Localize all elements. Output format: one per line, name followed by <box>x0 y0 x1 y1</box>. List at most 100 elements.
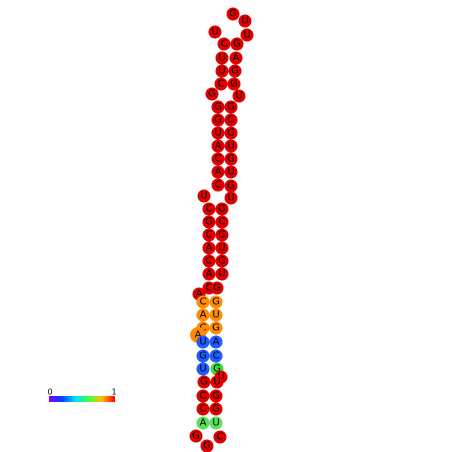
nucleotide-circle <box>209 349 223 363</box>
nucleotide-circle <box>197 375 211 389</box>
nucleotide-circle <box>211 113 225 127</box>
nucleotide-label: C <box>218 79 225 90</box>
nucleotide-circle <box>215 202 229 216</box>
nucleotide-label: G <box>213 283 221 294</box>
nucleotide-circle <box>213 430 227 444</box>
nucleotide-label: A <box>233 53 240 64</box>
nucleotide-label: G <box>212 404 220 415</box>
nucleotide-label: A <box>215 167 222 178</box>
nucleotide-label: A <box>196 289 203 300</box>
nucleotide-circle <box>215 215 229 229</box>
nucleotide-circle <box>211 178 225 192</box>
nucleotide-label: A <box>195 330 202 341</box>
colorbar-max: 1 <box>111 388 116 397</box>
nucleotide-label: U <box>200 191 207 202</box>
nucleotide-label: U <box>243 30 250 41</box>
nucleotide-label: A <box>200 310 207 321</box>
nucleotide-label: A <box>200 418 207 429</box>
nucleotide-circle <box>227 77 241 91</box>
nucleotide-circle <box>196 349 210 363</box>
nucleotide-circle <box>209 321 223 335</box>
nucleotide-circle <box>226 7 240 21</box>
nucleotide-circle <box>211 139 225 153</box>
nucleotide-label: C <box>206 283 213 294</box>
nucleotide-label: G <box>212 391 220 402</box>
nucleotide-label: G <box>227 102 235 113</box>
nucleotide-circle <box>197 189 211 203</box>
nucleotide-circle <box>208 25 222 39</box>
nucleotide-label: A <box>215 141 222 152</box>
nucleotide-label: C <box>228 115 235 126</box>
nucleotide-label: G <box>214 102 222 113</box>
nucleotide-label: G <box>192 431 200 442</box>
nucleotide-label: G <box>199 351 207 362</box>
nucleotide-label: U <box>241 16 248 27</box>
nucleotide-label: U <box>212 310 219 321</box>
nucleotide-circle <box>217 37 231 51</box>
nucleotide-label: A <box>206 269 213 280</box>
nucleotide-label: G <box>227 154 235 165</box>
nucleotide-label: G <box>212 323 220 334</box>
nucleotide-label: G <box>213 364 221 375</box>
nucleotide-label: G <box>218 204 226 215</box>
nucleotide-circle <box>215 51 229 65</box>
colorbar-min: 0 <box>47 388 52 397</box>
nucleotide-label: C <box>206 230 213 241</box>
nucleotide-circle <box>196 416 210 430</box>
nucleotide-circle <box>202 267 216 281</box>
nucleotide-circle <box>224 179 238 193</box>
nucleotide-label: A <box>206 243 213 254</box>
nucleotide-label: C <box>200 297 207 308</box>
nucleotide-circle <box>196 295 210 309</box>
nucleotide-circle <box>224 126 238 140</box>
nucleotide-label: A <box>213 337 220 348</box>
nucleotide-circle <box>202 254 216 268</box>
nucleotide-label: C <box>200 404 207 415</box>
nucleotide-circle <box>215 241 229 255</box>
colorbar <box>49 396 115 402</box>
nucleotide-circle <box>196 335 210 349</box>
nucleotide-circle <box>224 191 238 205</box>
nucleotide-circle <box>211 126 225 140</box>
nucleotide-circle <box>211 100 225 114</box>
nucleotide-label: C <box>219 217 226 228</box>
nucleotide-circle <box>209 308 223 322</box>
nucleotide-label: C <box>215 180 222 191</box>
nucleotide-circle <box>224 139 238 153</box>
nucleotide-circle <box>202 241 216 255</box>
nucleotide-circle <box>229 51 243 65</box>
nucleotide-circle <box>196 402 210 416</box>
nucleotide-circle <box>211 165 225 179</box>
nucleotide-label: G <box>229 9 237 20</box>
nucleotide-circle <box>196 362 210 376</box>
nucleotide-label: U <box>218 269 225 280</box>
nucleotide-label: U <box>212 418 219 429</box>
nucleotide-label: U <box>199 364 206 375</box>
nucleotide-circle <box>224 165 238 179</box>
nucleotide-label: U <box>213 377 220 388</box>
nucleotide-circle <box>238 14 252 28</box>
nucleotide-label: C <box>213 351 220 362</box>
nucleotide-circle <box>224 152 238 166</box>
nucleotide-label: G <box>231 66 239 77</box>
nucleotide-label: C <box>206 256 213 267</box>
nucleotide-circle <box>200 439 214 452</box>
nucleotide-label: G <box>227 128 235 139</box>
nucleotide-circle <box>211 152 225 166</box>
nucleotide-circle <box>189 429 203 443</box>
nucleotide-label: C <box>200 323 207 334</box>
nucleotide-circle <box>224 100 238 114</box>
nucleotide-circle <box>202 202 216 216</box>
nucleotide-label: C <box>217 432 224 443</box>
nucleotide-label: G <box>218 230 226 241</box>
nucleotide-circle <box>210 375 224 389</box>
nucleotide-label: G <box>214 115 222 126</box>
nucleotide-circle <box>209 416 223 430</box>
nucleotide-label: U <box>227 193 234 204</box>
nucleotide-label: U <box>214 128 221 139</box>
nucleotide-circle <box>202 215 216 229</box>
nucleotide-label: U <box>199 337 206 348</box>
nucleotide-circle <box>215 267 229 281</box>
